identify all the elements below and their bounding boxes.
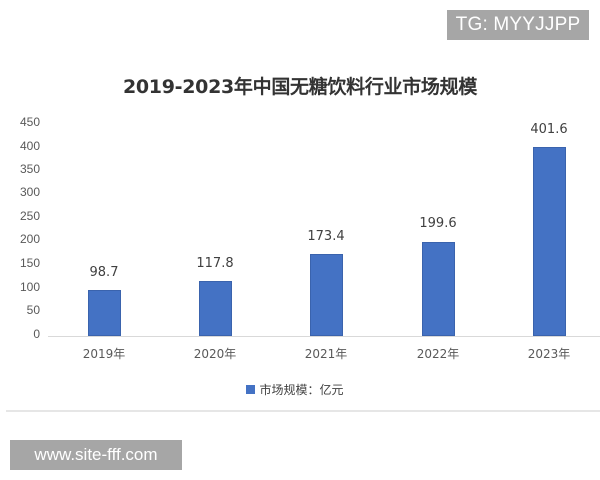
data-label-2021: 173.4 — [307, 229, 345, 244]
x-tick-2019: 2019年 — [82, 347, 126, 361]
bar-2020 — [199, 281, 232, 336]
bar-2023 — [533, 147, 566, 336]
watermark-site: www.site-fff.com — [10, 440, 182, 470]
divider — [6, 410, 600, 412]
y-tick-300: 300 — [19, 185, 40, 199]
y-tick-0: 0 — [33, 327, 40, 341]
y-tick-450: 450 — [19, 115, 40, 129]
legend-label: 市场规模：亿元 — [259, 383, 344, 397]
data-label-2022: 199.6 — [419, 216, 457, 231]
data-label-2023: 401.6 — [530, 122, 568, 137]
x-tick-2020: 2020年 — [193, 347, 237, 361]
x-tick-2022: 2022年 — [416, 347, 460, 361]
bar-2022 — [422, 242, 455, 336]
bar-2021 — [310, 254, 343, 336]
y-tick-50: 50 — [26, 303, 40, 317]
y-tick-150: 150 — [19, 256, 40, 270]
chart-legend: 市场规模：亿元 — [0, 381, 600, 398]
bar-2019 — [88, 290, 121, 336]
y-tick-100: 100 — [19, 280, 40, 294]
y-tick-350: 350 — [19, 162, 40, 176]
x-tick-2021: 2021年 — [304, 347, 348, 361]
legend-swatch-icon — [246, 385, 256, 394]
y-tick-400: 400 — [19, 139, 40, 153]
chart-title: 2019-2023年中国无糖饮料行业市场规模 — [122, 76, 478, 98]
watermark-tg: TG: MYYJJPP — [447, 10, 589, 40]
data-label-2020: 117.8 — [196, 256, 234, 271]
data-label-2019: 98.7 — [89, 265, 119, 280]
x-tick-2023: 2023年 — [527, 347, 571, 361]
x-axis-line — [48, 336, 600, 337]
y-tick-200: 200 — [19, 232, 40, 246]
y-tick-250: 250 — [19, 209, 40, 223]
